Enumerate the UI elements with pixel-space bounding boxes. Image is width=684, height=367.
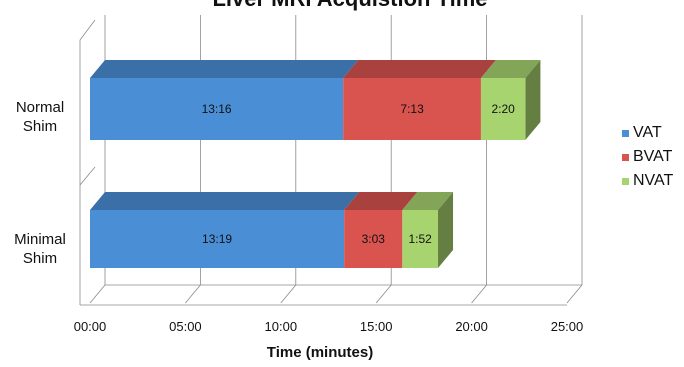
bar-top-nvat-minimal-shim <box>402 192 454 210</box>
bar-top-bvat-minimal-shim <box>344 192 418 210</box>
x-tick-label: 00:00 <box>74 319 107 334</box>
legend-swatch-bvat <box>622 153 629 161</box>
category-label-minimal-shim: Minimal Shim <box>14 231 66 267</box>
floor-depth-line-3 <box>375 284 392 304</box>
x-tick-label: 25:00 <box>551 319 584 334</box>
bar-nvat-minimal-shim <box>402 210 439 268</box>
data-label-nvat-minimal-shim: 1:52 <box>408 232 432 246</box>
floor-depth-line-4 <box>471 284 487 304</box>
bar-top-nvat-normal-shim <box>480 60 541 78</box>
bar-vat-minimal-shim <box>90 210 345 268</box>
category-label-normal-shim: Normal Shim <box>15 99 65 135</box>
data-label-vat-normal-shim: 13:16 <box>202 102 232 116</box>
x-axis-label: Time (minutes) <box>266 344 374 361</box>
legend-item-bvat: BVAT <box>622 145 673 169</box>
legend-swatch-nvat <box>622 177 629 185</box>
floor-depth-line-2 <box>280 284 297 304</box>
legend-item-vat: VAT <box>622 121 673 145</box>
left-wall-top-edge <box>79 19 96 41</box>
data-label-nvat-normal-shim: 2:20 <box>491 102 515 116</box>
x-tick-label: 10:00 <box>265 319 298 334</box>
floor-depth-line-5 <box>566 284 583 304</box>
bar-bvat-minimal-shim <box>344 210 403 268</box>
x-tick-label: 05:00 <box>169 319 202 334</box>
bar-vat-normal-shim <box>90 78 344 140</box>
bar-bvat-normal-shim <box>343 78 481 140</box>
legend-swatch-vat <box>622 129 629 137</box>
data-label-bvat-minimal-shim: 3:03 <box>362 232 386 246</box>
data-label-bvat-normal-shim: 7:13 <box>400 102 424 116</box>
floor-depth-line-1 <box>185 284 201 304</box>
data-label-vat-minimal-shim: 13:19 <box>202 232 232 246</box>
chart-title: Liver MRI Acquistion Time <box>150 0 550 12</box>
x-tick-labels: 00:00 05:00 10:00 15:00 20:00 25:00 <box>74 319 584 334</box>
bar-side-nvat-minimal-shim <box>438 192 454 268</box>
bar-nvat-normal-shim <box>480 78 526 140</box>
bar-top-bvat-normal-shim <box>343 60 496 78</box>
legend-item-nvat: NVAT <box>622 169 673 193</box>
x-tick-label: 15:00 <box>360 319 393 334</box>
chart-bars: 13:16 7:13 2:20 13:19 3:03 1:52 <box>90 60 541 268</box>
bar-side-nvat-normal-shim <box>525 60 541 140</box>
x-tick-label: 20:00 <box>455 319 488 334</box>
bar-top-vat-minimal-shim <box>90 192 360 210</box>
legend: VAT BVAT NVAT <box>622 121 673 193</box>
floor-depth-line-0 <box>89 284 106 304</box>
left-wall-mid-edge <box>79 166 96 186</box>
bar-top-vat-normal-shim <box>90 60 359 78</box>
